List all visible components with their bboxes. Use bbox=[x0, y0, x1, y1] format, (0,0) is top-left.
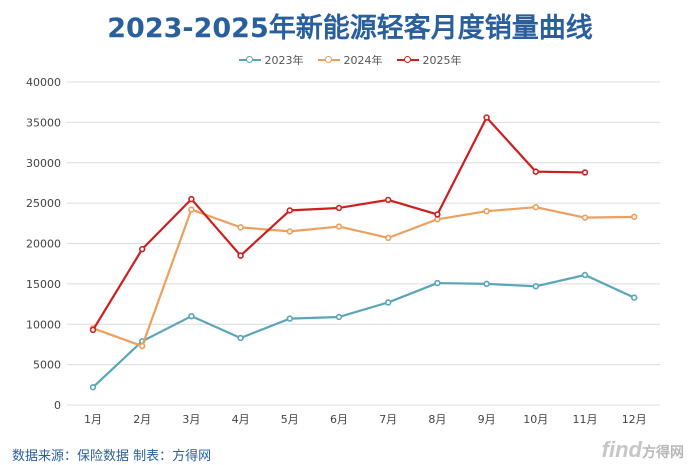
series-point-2 bbox=[335, 204, 343, 212]
chart-title: 2023-2025年新能源轻客月度销量曲线 bbox=[107, 13, 593, 44]
legend-item-0: 2023年 bbox=[238, 52, 304, 68]
y-tick-label: 25000 bbox=[26, 197, 61, 210]
series-point-2 bbox=[286, 207, 293, 214]
y-tick-label: 35000 bbox=[26, 116, 61, 129]
series-point-1 bbox=[335, 223, 343, 230]
y-tick-label: 10000 bbox=[26, 318, 61, 331]
x-tick-label: 10月 bbox=[523, 413, 548, 426]
series-point-1 bbox=[483, 208, 490, 215]
series-point-1 bbox=[237, 224, 244, 231]
legend-label: 2023年 bbox=[264, 54, 304, 67]
data-source-note: 数据来源：保险数据 制表：方得网 bbox=[12, 449, 212, 464]
series-point-0 bbox=[237, 334, 244, 342]
series-point-0 bbox=[630, 294, 638, 301]
series-point-0 bbox=[335, 313, 343, 321]
logo-text: find bbox=[601, 437, 642, 462]
legend-label: 2025年 bbox=[422, 54, 462, 67]
y-tick-label: 30000 bbox=[26, 157, 61, 170]
series-point-1 bbox=[188, 206, 195, 213]
x-tick-label: 3月 bbox=[182, 413, 200, 426]
y-tick-label: 5000 bbox=[33, 359, 61, 372]
x-tick-label: 7月 bbox=[379, 413, 397, 426]
y-tick-label: 15000 bbox=[26, 278, 61, 291]
legend-swatch bbox=[396, 54, 419, 66]
x-tick-label: 5月 bbox=[281, 413, 299, 426]
series-point-0 bbox=[483, 280, 490, 288]
series-point-2 bbox=[385, 196, 392, 204]
series-point-2 bbox=[581, 169, 589, 176]
y-tick-label: 40000 bbox=[26, 76, 61, 89]
chart-legend: 2023年 2024年 2025年 bbox=[0, 52, 700, 68]
x-tick-label: 6月 bbox=[330, 413, 348, 426]
legend-item-2: 2025年 bbox=[396, 52, 462, 68]
x-tick-label: 9月 bbox=[478, 413, 496, 426]
series-point-2 bbox=[532, 168, 539, 175]
x-tick-label: 8月 bbox=[428, 413, 446, 426]
series-point-0 bbox=[581, 271, 589, 279]
x-tick-label: 12月 bbox=[622, 413, 647, 426]
series-point-1 bbox=[630, 213, 638, 221]
legend-item-1: 2024年 bbox=[317, 52, 383, 68]
x-tick-label: 4月 bbox=[232, 413, 250, 426]
series-point-2 bbox=[139, 245, 146, 253]
series-point-1 bbox=[385, 234, 392, 242]
series-point-0 bbox=[188, 312, 195, 320]
series-point-2 bbox=[434, 211, 441, 218]
series-point-0 bbox=[89, 384, 97, 391]
series-point-1 bbox=[286, 228, 293, 235]
series-point-2 bbox=[237, 252, 244, 259]
series-point-0 bbox=[286, 315, 293, 322]
x-tick-label: 2月 bbox=[133, 413, 151, 426]
legend-label: 2024年 bbox=[343, 54, 383, 67]
series-point-0 bbox=[532, 283, 539, 290]
x-tick-label: 1月 bbox=[84, 413, 102, 426]
brand-logo: find方得网 bbox=[602, 437, 684, 463]
logo-cn-text: 方得网 bbox=[642, 444, 684, 460]
series-point-1 bbox=[581, 214, 589, 221]
series-point-2 bbox=[188, 195, 195, 203]
series-line-1 bbox=[92, 206, 635, 348]
legend-swatch bbox=[238, 54, 261, 66]
y-tick-label: 0 bbox=[54, 399, 61, 412]
series-point-2 bbox=[483, 114, 490, 121]
series-point-2 bbox=[89, 326, 97, 334]
series-point-1 bbox=[139, 342, 146, 350]
series-point-0 bbox=[385, 299, 392, 306]
legend-swatch bbox=[317, 54, 340, 66]
series-line-0 bbox=[92, 273, 635, 389]
x-tick-label: 11月 bbox=[573, 413, 598, 426]
series-point-1 bbox=[532, 203, 539, 211]
series-point-0 bbox=[434, 279, 441, 287]
y-tick-label: 20000 bbox=[26, 238, 61, 251]
